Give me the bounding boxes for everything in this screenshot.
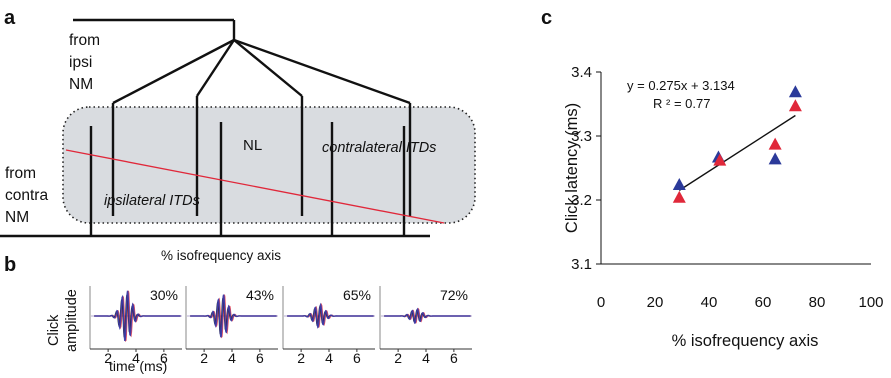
- subplot-tick-label: 2: [104, 350, 112, 366]
- regression-r2: R ² = 0.77: [653, 96, 710, 111]
- subplot-tick-label: 4: [228, 350, 236, 366]
- nl-label: NL: [243, 137, 262, 154]
- contra-input-tree: [0, 122, 430, 238]
- subplot-percent-label: 30%: [150, 287, 178, 303]
- y-tick-label: 3.3: [571, 128, 592, 145]
- time-xlabel: time (ms): [109, 358, 167, 374]
- isofrequency-axis-label: % isofrequency axis: [161, 248, 281, 263]
- from-contra-label: from contra NM: [5, 165, 52, 226]
- waveform-trace: [190, 294, 277, 338]
- panel-c-letter: c: [541, 7, 552, 29]
- x-tick-label: 80: [809, 294, 826, 311]
- subplot-tick-label: 6: [160, 350, 168, 366]
- click-ylabel-line1: Click: [46, 314, 62, 346]
- click-waveform-panels: 30% 2 4 6 43% 2 4 6 65% 2 4 6 72% 2 4 6: [89, 286, 472, 366]
- subplot-tick-label: 6: [256, 350, 264, 366]
- x-tick-label: 60: [755, 294, 772, 311]
- subplot-percent-label: 65%: [343, 287, 371, 303]
- x-tick-label: 40: [701, 294, 718, 311]
- subplot-tick-label: 2: [394, 350, 402, 366]
- latency-scatter-chart: 3.1 3.2 3.3 3.4 0 20 40 60 80 100: [571, 64, 883, 311]
- subplot-tick-label: 6: [353, 350, 361, 366]
- contralateral-itds-label: contralateral ITDs: [322, 140, 436, 156]
- delay-line: [65, 149, 445, 224]
- data-point-triangle: [672, 178, 686, 190]
- waveform-subplot: 30% 2 4 6: [89, 286, 182, 366]
- subplot-tick-label: 4: [132, 350, 140, 366]
- y-tick-label: 3.2: [571, 192, 592, 209]
- click-ylabel-line2: amplitude: [64, 289, 80, 352]
- from-ipsi-label: from ipsi NM: [69, 32, 104, 93]
- waveform-subplot: 43% 2 4 6: [185, 286, 278, 366]
- isofrequency-xlabel: % isofrequency axis: [672, 332, 819, 350]
- waveform-subplot: 65% 2 4 6: [282, 286, 375, 366]
- regression-line: [678, 114, 796, 191]
- subplot-tick-label: 6: [450, 350, 458, 366]
- x-tick-label: 0: [597, 294, 605, 311]
- waveform-trace: [94, 290, 181, 342]
- x-tick-label: 20: [647, 294, 664, 311]
- data-point-triangle: [788, 85, 802, 98]
- ipsilateral-itds-label: ipsilateral ITDs: [104, 193, 200, 209]
- ipsi-input-tree: [73, 18, 412, 216]
- subplot-tick-label: 2: [297, 350, 305, 366]
- data-point-triangle: [768, 152, 782, 165]
- x-tick-label: 100: [858, 294, 883, 311]
- data-point-triangle: [768, 137, 782, 150]
- data-point-triangle: [672, 190, 686, 203]
- waveform-trace: [287, 302, 374, 329]
- latency-ylabel: Click latency (ms): [563, 103, 581, 233]
- subplot-tick-label: 2: [200, 350, 208, 366]
- regression-equation: y = 0.275x + 3.134: [627, 78, 735, 93]
- subplot-percent-label: 43%: [246, 287, 274, 303]
- data-point-triangle: [713, 153, 727, 166]
- waveform-subplot: 72% 2 4 6: [379, 286, 472, 366]
- nl-region: [62, 106, 476, 224]
- panel-b-letter: b: [4, 254, 16, 276]
- data-point-triangle: [788, 99, 802, 112]
- panel-a-letter: a: [4, 7, 16, 29]
- waveform-trace: [384, 307, 471, 325]
- subplot-percent-label: 72%: [440, 287, 468, 303]
- y-tick-label: 3.4: [571, 64, 592, 81]
- subplot-tick-label: 4: [325, 350, 333, 366]
- subplot-tick-label: 4: [422, 350, 430, 366]
- y-tick-label: 3.1: [571, 256, 592, 273]
